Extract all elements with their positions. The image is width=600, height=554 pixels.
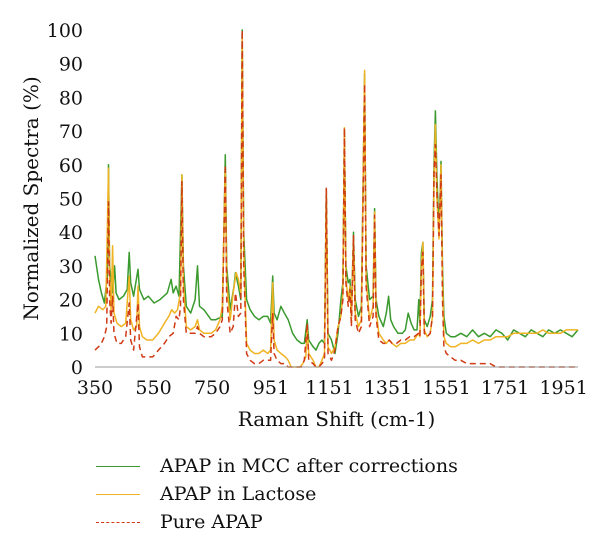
x-tick-labels: 350 550 750 951 1151 1351 1551 1751 1951 (77, 377, 588, 399)
legend: APAP in MCC after corrections APAP in La… (96, 452, 458, 536)
y-tick-label: 100 (47, 20, 83, 42)
y-axis-title: Normalized Spectra (%) (19, 76, 43, 320)
legend-label-pure: Pure APAP (160, 511, 263, 533)
legend-swatch-lactose (96, 493, 140, 495)
legend-item-mcc: APAP in MCC after corrections (96, 452, 458, 480)
x-tick-label: 350 (77, 377, 113, 399)
x-axis-title: Raman Shift (cm-1) (238, 407, 436, 431)
x-tick-label: 750 (194, 377, 230, 399)
y-tick-label: 40 (59, 222, 83, 244)
plot-area (94, 29, 579, 368)
x-tick-label: 1751 (481, 377, 529, 399)
series-line-0 (94, 29, 579, 355)
y-tick-label: 90 (59, 54, 83, 76)
y-tick-label: 30 (59, 256, 83, 278)
spectra-chart: 0 10 20 30 40 50 60 70 80 90 100 350 550 750 951 1151 1… (19, 20, 588, 431)
series-line-2 (94, 29, 578, 368)
legend-swatch-pure (96, 521, 140, 523)
legend-item-pure: Pure APAP (96, 508, 458, 536)
y-tick-labels: 0 10 20 30 40 50 60 70 80 90 100 (47, 20, 83, 379)
y-tick-label: 10 (59, 323, 83, 345)
y-tick-label: 50 (59, 189, 83, 211)
x-tick-label: 1151 (305, 377, 353, 399)
legend-label-mcc: APAP in MCC after corrections (160, 455, 458, 477)
x-tick-label: 550 (135, 377, 171, 399)
legend-swatch-mcc (96, 465, 140, 467)
y-tick-label: 60 (59, 155, 83, 177)
legend-item-lactose: APAP in Lactose (96, 480, 458, 508)
x-tick-label: 951 (253, 377, 289, 399)
y-tick-label: 80 (59, 87, 83, 109)
y-tick-label: 20 (59, 290, 83, 312)
y-tick-label: 70 (59, 121, 83, 143)
y-tick-label: 0 (71, 357, 83, 379)
x-tick-label: 1951 (539, 377, 587, 399)
x-tick-label: 1351 (364, 377, 412, 399)
legend-label-lactose: APAP in Lactose (160, 483, 317, 505)
series-line-1 (94, 32, 578, 368)
x-tick-label: 1551 (422, 377, 470, 399)
